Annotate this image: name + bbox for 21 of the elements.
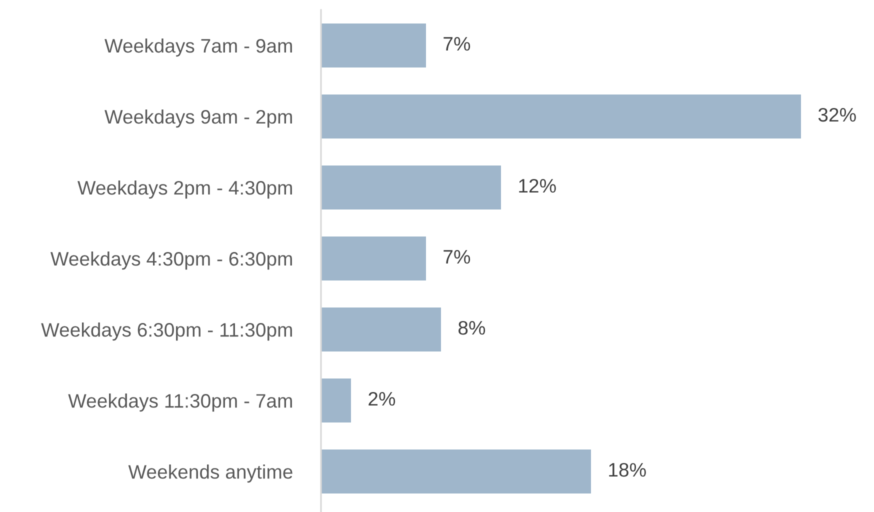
bar <box>321 94 801 139</box>
bar <box>321 378 351 423</box>
bar <box>321 236 426 281</box>
y-tick-label: Weekdays 4:30pm - 6:30pm <box>50 251 292 270</box>
y-tick-label: Weekdays 6:30pm - 11:30pm <box>41 322 292 341</box>
bar <box>321 450 591 494</box>
y-tick-label: Weekends anytime <box>128 464 292 483</box>
y-tick-label: Weekdays 11:30pm - 7am <box>68 393 292 412</box>
y-tick-label: Weekdays 9am - 2pm <box>104 109 292 128</box>
data-label: 18% <box>609 462 646 477</box>
y-tick-label: Weekdays 7am - 9am <box>104 38 292 57</box>
bar <box>321 23 426 68</box>
data-label: 8% <box>458 320 486 335</box>
bar <box>321 166 501 210</box>
bar <box>321 308 441 352</box>
data-label: 32% <box>818 108 856 122</box>
data-label: 12% <box>519 178 556 193</box>
y-tick-label: Weekdays 2pm - 4:30pm <box>78 180 292 199</box>
data-label: 7% <box>444 37 470 51</box>
data-label: 7% <box>444 250 470 264</box>
data-label: 2% <box>368 392 396 406</box>
